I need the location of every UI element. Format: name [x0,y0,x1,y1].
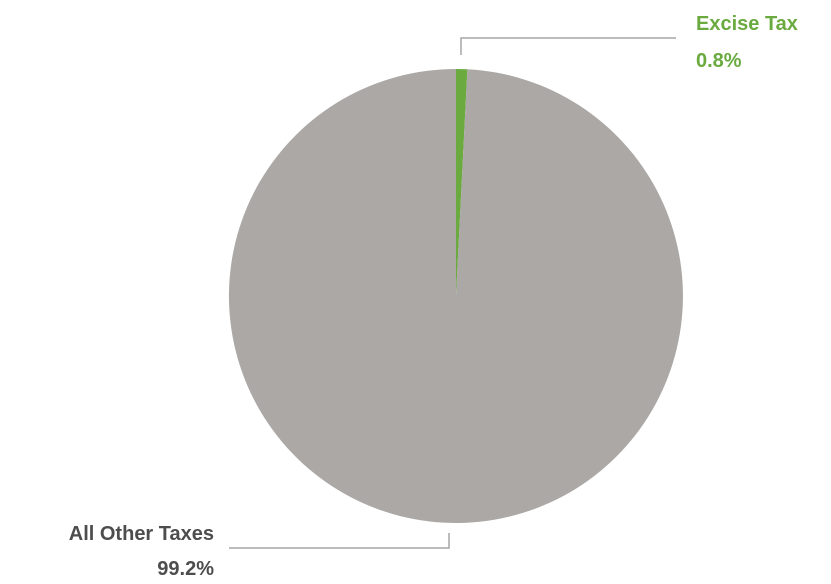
slice-label-all-other-taxes-name: All Other Taxes [69,523,214,545]
slice-label-excise-tax-value: 0.8% [696,50,742,72]
leader-line-excise-tax [460,37,676,55]
pie-slice-all-other-taxes [228,68,683,523]
leader-line-all-other-taxes [229,533,450,549]
pie-slices [228,68,683,523]
slice-label-all-other-taxes-value: 99.2% [157,558,214,580]
slice-label-excise-tax-name: Excise Tax [696,13,798,35]
pie-slice-excise-tax [456,69,468,296]
